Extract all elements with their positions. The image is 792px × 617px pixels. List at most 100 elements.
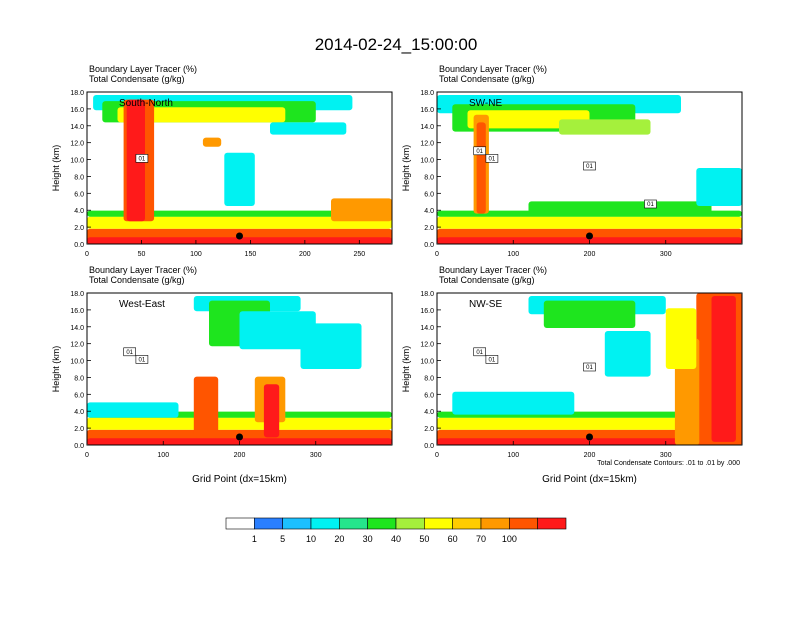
panel-bottom-left: Boundary Layer Tracer (%)Total Condensat… xyxy=(51,265,393,485)
x-tick-label: 200 xyxy=(299,251,311,258)
panel-header-condensate: Total Condensate (g/kg) xyxy=(439,275,535,285)
y-tick-label: 0.0 xyxy=(424,443,434,450)
x-tick-label: 250 xyxy=(353,251,365,258)
field-patch xyxy=(665,308,697,369)
field-patch xyxy=(87,417,392,430)
x-tick-label: 200 xyxy=(584,452,596,459)
field-patch xyxy=(331,198,392,222)
field-shading xyxy=(87,293,392,445)
y-tick-label: 18.0 xyxy=(70,90,84,97)
colorbar-swatch xyxy=(339,517,368,530)
colorbar-swatch xyxy=(509,517,538,530)
field-patch xyxy=(87,210,392,217)
field-shading xyxy=(437,92,743,244)
field-patch xyxy=(270,122,347,135)
y-tick-label: 12.0 xyxy=(420,141,434,148)
contour-label-box xyxy=(473,347,487,357)
colorbar-swatch xyxy=(367,517,397,530)
x-tick-label: 300 xyxy=(660,452,672,459)
field-patch xyxy=(117,107,286,123)
x-tick-label: 0 xyxy=(435,251,439,258)
field-shading xyxy=(87,92,392,244)
y-tick-label: 16.0 xyxy=(70,107,84,114)
colorbar-label: 20 xyxy=(334,534,344,544)
field-patch xyxy=(452,391,575,415)
field-patch xyxy=(300,323,362,369)
colorbar-swatch xyxy=(480,517,510,530)
field-patch xyxy=(193,376,219,438)
panel-label: South-North xyxy=(119,98,173,109)
contour-label-box xyxy=(123,347,136,357)
y-tick-label: 6.0 xyxy=(74,392,84,399)
panel-label: West-East xyxy=(119,299,165,310)
y-tick-label: 6.0 xyxy=(424,191,434,198)
y-tick-label: 0.0 xyxy=(74,242,84,249)
contour-label-box xyxy=(583,161,596,171)
colorbar-label: 40 xyxy=(391,534,401,544)
contour-label-box xyxy=(135,355,149,364)
x-tick-label: 100 xyxy=(190,251,202,258)
panel-top-left: Boundary Layer Tracer (%)Total Condensat… xyxy=(51,64,393,258)
colorbar-swatch xyxy=(452,517,482,530)
x-axis-label: Grid Point (dx=15km) xyxy=(192,474,287,485)
panel-header-condensate: Total Condensate (g/kg) xyxy=(89,275,185,285)
y-axis-label: Height (km) xyxy=(401,145,411,192)
y-tick-label: 0.0 xyxy=(424,242,434,249)
x-tick-label: 100 xyxy=(507,452,519,459)
colorbar: 1 5 10 20 30 40 50 60 70 100 xyxy=(225,517,567,544)
contour-label: 01 xyxy=(586,164,593,170)
colorbar-label: 100 xyxy=(502,534,517,544)
panel-header-condensate: Total Condensate (g/kg) xyxy=(439,74,535,84)
contour-label-box xyxy=(135,154,149,163)
colorbar-label: 70 xyxy=(476,534,486,544)
plot-frame xyxy=(86,91,393,245)
x-tick-label: 0 xyxy=(85,452,89,459)
colorbar-label: 5 xyxy=(280,534,285,544)
location-marker xyxy=(586,433,593,441)
field-patch xyxy=(437,216,742,229)
y-tick-label: 12.0 xyxy=(420,342,434,349)
y-tick-label: 4.0 xyxy=(74,409,84,416)
y-tick-label: 16.0 xyxy=(420,107,434,114)
x-axis-label: Grid Point (dx=15km) xyxy=(542,474,637,485)
panel-header-tracer: Boundary Layer Tracer (%) xyxy=(439,64,547,74)
y-tick-label: 2.0 xyxy=(424,426,434,433)
colorbar-swatch xyxy=(395,517,425,530)
y-tick-label: 14.0 xyxy=(70,124,84,131)
y-tick-label: 12.0 xyxy=(70,342,84,349)
x-tick-label: 100 xyxy=(157,452,169,459)
x-tick-label: 300 xyxy=(310,452,322,459)
y-tick-label: 0.0 xyxy=(74,443,84,450)
field-patch xyxy=(528,201,712,214)
contour-label: 01 xyxy=(647,202,654,208)
y-tick-label: 18.0 xyxy=(70,291,84,298)
y-tick-label: 18.0 xyxy=(420,90,434,97)
colorbar-swatch xyxy=(254,517,283,530)
panel-header-tracer: Boundary Layer Tracer (%) xyxy=(89,265,197,275)
field-patch xyxy=(263,384,280,438)
y-tick-label: 2.0 xyxy=(424,225,434,232)
y-tick-label: 14.0 xyxy=(70,325,84,332)
y-tick-label: 6.0 xyxy=(424,392,434,399)
field-patch xyxy=(87,237,392,244)
contour-label-box xyxy=(473,146,487,156)
y-tick-label: 8.0 xyxy=(424,174,434,181)
y-tick-label: 4.0 xyxy=(424,409,434,416)
contour-label-box xyxy=(485,154,499,163)
contour-label: 01 xyxy=(476,350,483,356)
y-tick-label: 10.0 xyxy=(420,359,434,366)
field-patch xyxy=(87,216,392,229)
y-tick-label: 4.0 xyxy=(424,208,434,215)
contour-label-box xyxy=(583,362,596,372)
y-tick-label: 2.0 xyxy=(74,225,84,232)
y-tick-label: 10.0 xyxy=(70,158,84,165)
field-patch xyxy=(239,311,316,350)
panel-label: SW-NE xyxy=(469,98,502,109)
y-tick-label: 6.0 xyxy=(74,191,84,198)
y-axis-label: Height (km) xyxy=(51,145,61,192)
y-tick-label: 2.0 xyxy=(74,426,84,433)
x-tick-label: 200 xyxy=(584,251,596,258)
contour-label: 01 xyxy=(126,350,133,356)
field-patch xyxy=(543,300,636,328)
y-tick-label: 16.0 xyxy=(70,308,84,315)
